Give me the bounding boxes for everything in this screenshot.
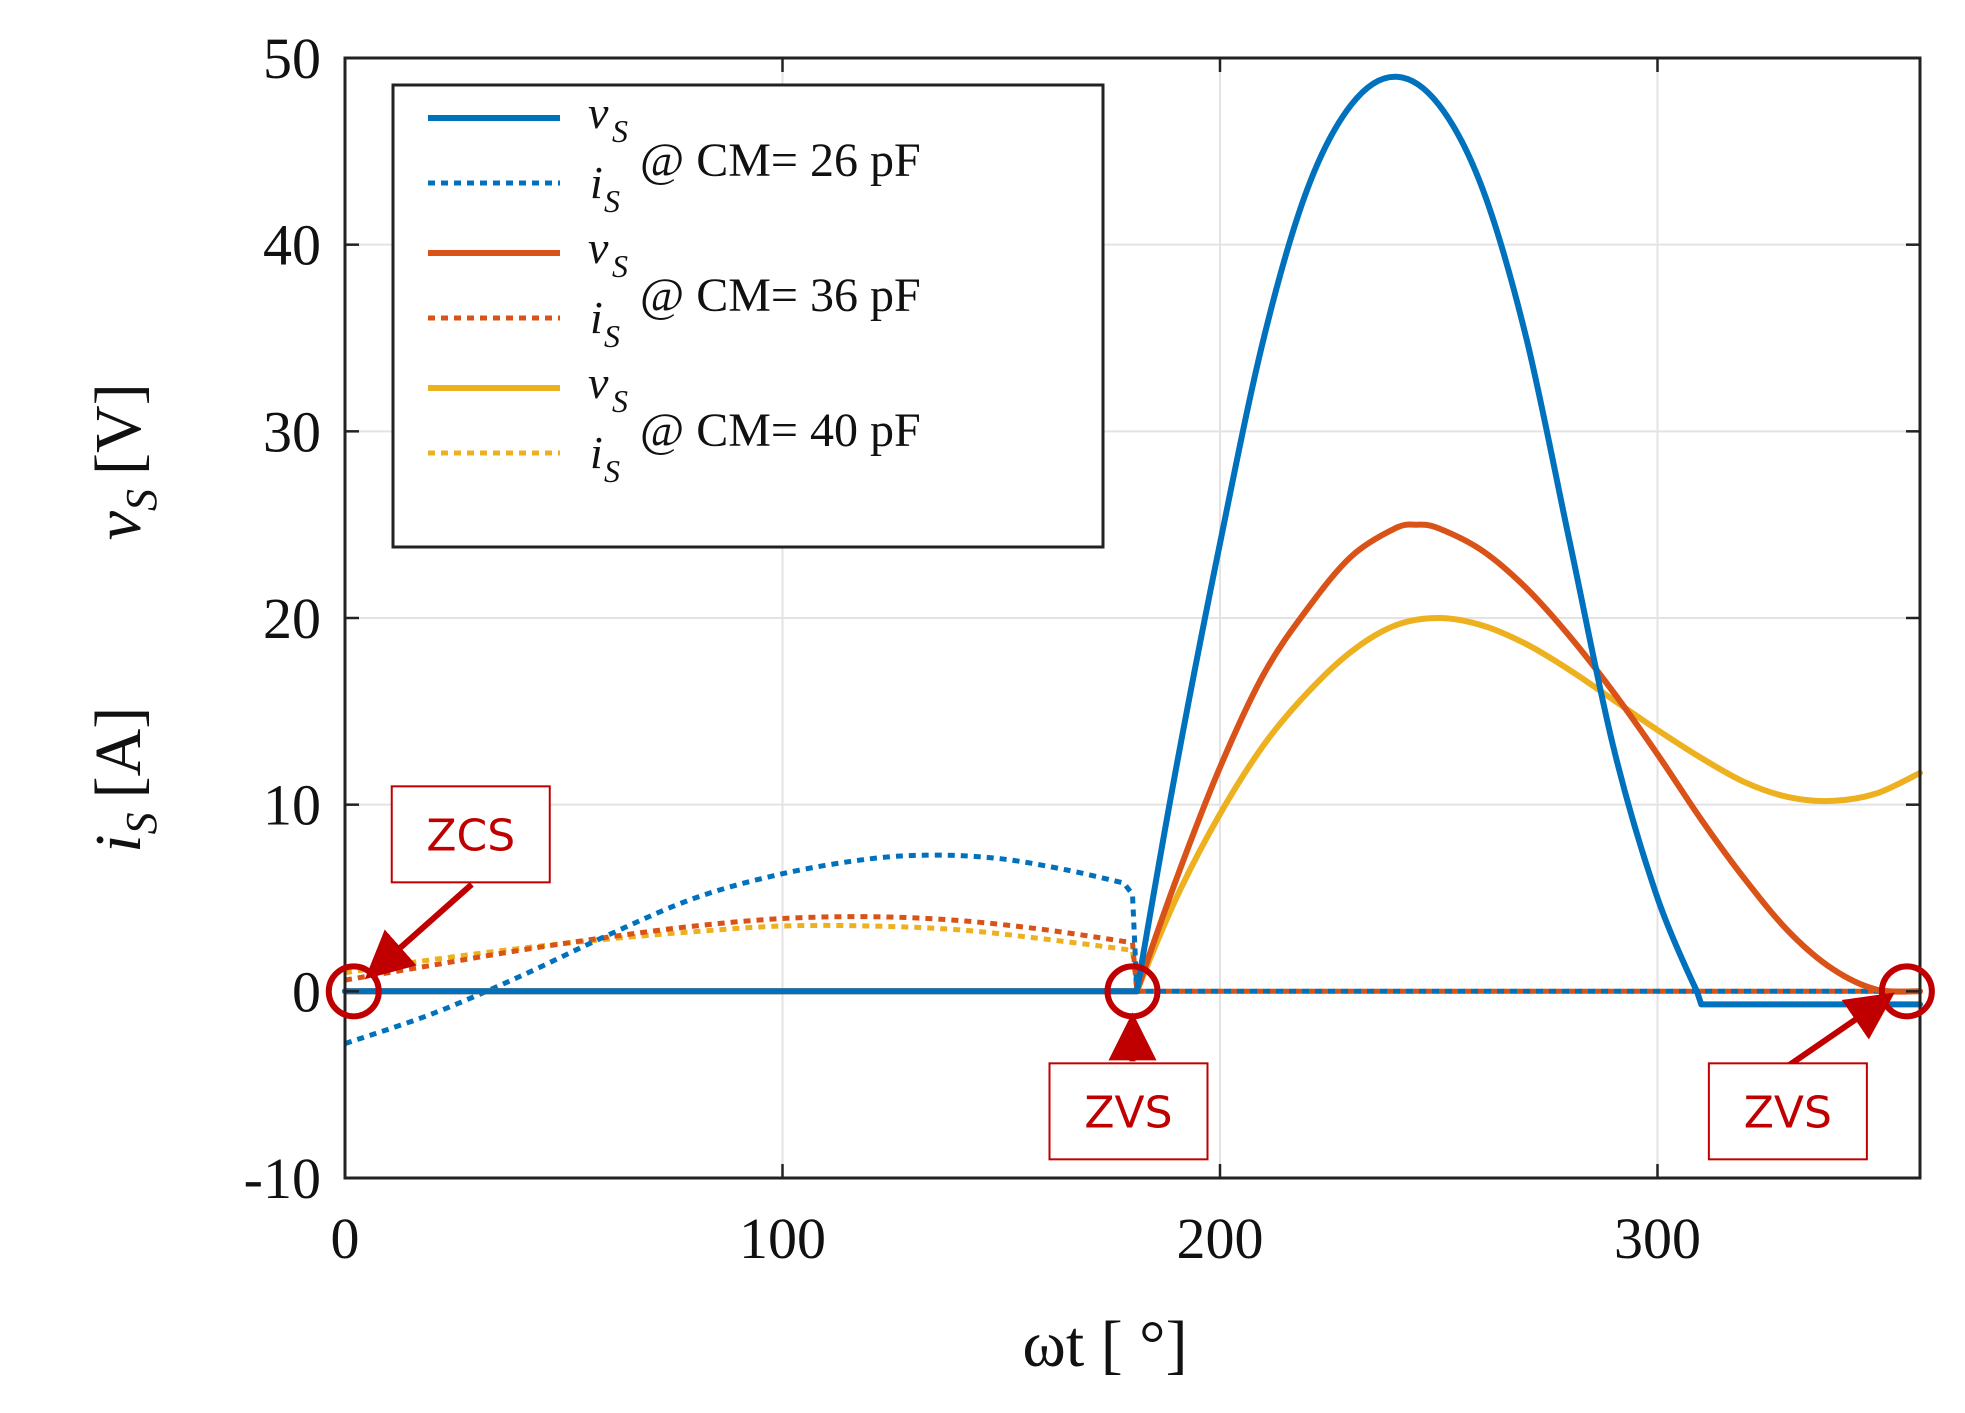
legend-i-symbol: i	[590, 157, 603, 208]
y-axis-label: iS[A] vS[V]	[82, 383, 166, 852]
y-tick-label: 10	[263, 773, 321, 838]
annotation-arrow	[364, 882, 474, 980]
y-tick-label: 40	[263, 213, 321, 278]
annotation-label: ZVS	[1744, 1087, 1832, 1138]
legend-v-sub: S	[612, 383, 628, 419]
legend-label: @ CM= 40 pF	[640, 404, 921, 457]
legend-i-sub: S	[604, 183, 620, 219]
legend-label: @ CM= 36 pF	[640, 269, 921, 322]
series-current-1	[344, 852, 1920, 1046]
annotation-circle	[325, 963, 382, 1020]
y-label-upper-symbol: v	[82, 510, 155, 540]
annotation-box	[1707, 1062, 1868, 1161]
x-tick-label: 300	[1614, 1206, 1701, 1271]
series-voltage-2	[342, 521, 1923, 995]
legend-v-sub: S	[612, 113, 628, 149]
y-label-lower-symbol: i	[82, 834, 155, 852]
series-current-3	[344, 914, 1920, 994]
y-label-lower-unit: [A]	[82, 707, 155, 799]
y-tick-label: 30	[263, 399, 321, 464]
annotation-zvs-1: ZVS	[1048, 963, 1209, 1161]
legend-v-sub: S	[612, 248, 628, 284]
svg-text:iS[A] vS[V]: iS[A] vS[V]	[82, 383, 166, 852]
annotation-box	[1048, 1062, 1209, 1161]
legend-v-symbol: v	[588, 87, 609, 138]
annotation-label: ZCS	[426, 810, 515, 861]
x-tick-label: 0	[331, 1206, 360, 1271]
legend-i-sub: S	[604, 453, 620, 489]
legend-v-symbol: v	[588, 357, 609, 408]
series-voltage-0	[342, 73, 1923, 1008]
legend-entry-1: v Si S@ CM= 36 pF	[428, 222, 921, 354]
x-axis-label: ωt [ °]	[1022, 1308, 1187, 1381]
y-tick-label: 50	[263, 26, 321, 91]
y-tick-label: -10	[244, 1146, 321, 1211]
y-label-lower-sub: S	[117, 812, 166, 834]
legend-i-symbol: i	[590, 427, 603, 478]
annotation-zcs-0: ZCS	[325, 785, 551, 1020]
y-label-upper-sub: S	[117, 489, 166, 511]
legend-entry-2: v Si S@ CM= 40 pF	[428, 357, 921, 489]
series-current-5	[344, 922, 1920, 994]
y-tick-label: 20	[263, 586, 321, 651]
legend-i-symbol: i	[590, 292, 603, 343]
legend: v Si S@ CM= 26 pFv Si S@ CM= 36 pFv Si S@ CM= …	[391, 83, 1105, 549]
annotation-box	[390, 785, 551, 884]
annotation-arrow	[1787, 992, 1895, 1068]
legend-entry-0: v Si S@ CM= 26 pF	[428, 87, 921, 219]
y-tick-label: 0	[292, 959, 321, 1024]
x-tick-label: 200	[1177, 1206, 1264, 1271]
legend-i-sub: S	[604, 318, 620, 354]
annotations: ZCS ZVS ZVS	[325, 785, 1935, 1161]
legend-v-symbol: v	[588, 222, 609, 273]
legend-label: @ CM= 26 pF	[640, 134, 921, 187]
series-voltage-4	[342, 615, 1923, 995]
x-tick-label: 100	[739, 1206, 826, 1271]
annotation-circle	[1878, 963, 1935, 1020]
plot-series	[342, 73, 1923, 1046]
annotation-label: ZVS	[1084, 1087, 1172, 1138]
y-label-upper-unit: [V]	[82, 383, 155, 475]
annotation-zvs-2: ZVS	[1707, 963, 1935, 1161]
